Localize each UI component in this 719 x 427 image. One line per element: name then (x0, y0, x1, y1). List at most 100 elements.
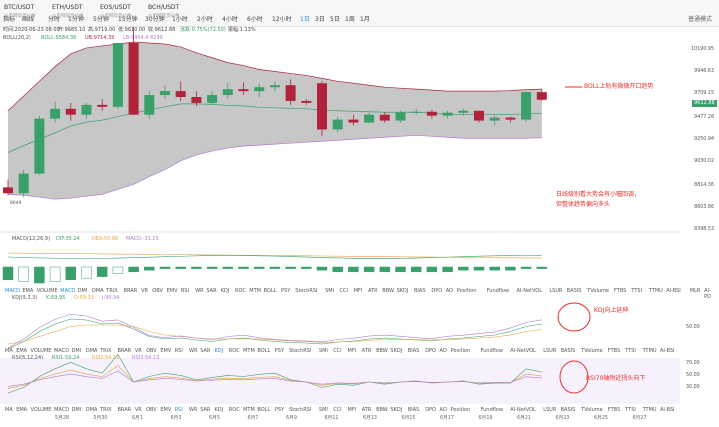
indicator-button-rsi[interactable]: RSI (174, 348, 183, 354)
indicator-button-ttmu[interactable]: TTMU (648, 288, 663, 294)
indicator-button-psy[interactable]: PSY (274, 348, 285, 354)
indicator-button-trix[interactable]: TRIX (100, 348, 112, 354)
indicator-button-cci[interactable]: CCI (333, 407, 342, 413)
indicator-button-roc[interactable]: ROC (235, 288, 246, 294)
indicator-button-ttmu[interactable]: TTMU (642, 407, 657, 413)
indicator-button-dma[interactable]: DMA (85, 348, 98, 354)
indicator-button-basis[interactable]: BASIS (560, 407, 576, 413)
pair-tab-btc[interactable]: BTC/USDT 火币网现货价格 (2, 2, 48, 26)
indicator-button-ma[interactable]: MA (5, 407, 13, 413)
indicator-button-stochrsi[interactable]: StochRSI (295, 288, 318, 294)
tool-5d[interactable]: 5日 (330, 16, 340, 23)
indicator-button-bbw[interactable]: BBW (376, 348, 388, 354)
indicator-button-volume[interactable]: VOLUME (30, 407, 52, 413)
indicator-button-dpo[interactable]: DPO (425, 407, 436, 413)
indicator-button-macd[interactable]: MACD (60, 288, 76, 294)
indicator-button-smi[interactable]: SMI (325, 288, 335, 294)
indicator-button-macd[interactable]: MACD (5, 288, 20, 294)
indicator-button-ao[interactable]: AO (439, 348, 447, 354)
pair-tab-eth[interactable]: ETH/USDT 火币网现货价格 (50, 2, 96, 26)
indicator-button-dma[interactable]: DMA (85, 407, 98, 413)
indicator-button-trix[interactable]: TRIX (100, 407, 112, 413)
tool-1mo[interactable]: 1月 (360, 16, 370, 23)
tool-indicator[interactable]: 指标 (3, 16, 16, 23)
indicator-button-emv[interactable]: EMV (166, 288, 178, 294)
indicator-button-ai-netvol[interactable]: AI-NetVOL (510, 348, 536, 354)
indicator-button-boll[interactable]: BOLL (257, 348, 271, 354)
indicator-button-ai-bsi[interactable]: AI-BSI (666, 288, 681, 294)
indicator-button-cci[interactable]: CCI (339, 288, 348, 294)
indicator-button-skdj[interactable]: SKDJ (390, 407, 403, 413)
indicator-button-mfi[interactable]: MFI (353, 288, 363, 294)
indicator-button-ttsi[interactable]: TTSI (625, 407, 636, 413)
indicator-button-atr[interactable]: ATR (361, 348, 372, 354)
indicator-button-fundflow[interactable]: Fundflow (480, 348, 503, 354)
tool-12h[interactable]: 12小时 (272, 16, 292, 23)
tool-1d[interactable]: 1日 (300, 16, 310, 23)
indicator-button-rsi[interactable]: RSI (180, 288, 190, 294)
indicator-button-ttmu[interactable]: TTMU (642, 348, 657, 354)
indicator-button-basis[interactable]: BASIS (560, 348, 576, 354)
tool-4h[interactable]: 4小时 (222, 16, 238, 23)
indicator-button-obv[interactable]: OBV (152, 288, 163, 294)
indicator-button-psy[interactable]: PSY (281, 288, 291, 294)
indicator-button-volume[interactable]: VOLUME (30, 348, 52, 354)
indicator-button-ema[interactable]: EMA (16, 407, 28, 413)
tool-15m[interactable]: 15分钟 (118, 16, 138, 23)
indicator-button-basis[interactable]: BASIS (566, 288, 582, 294)
indicator-button-roc[interactable]: ROC (228, 348, 240, 354)
indicator-button-smi[interactable]: SMI (318, 407, 328, 413)
indicator-button-rsi[interactable]: RSI (174, 407, 183, 413)
tool-1h[interactable]: 1小时 (172, 16, 188, 23)
indicator-button-atr[interactable]: ATR (361, 407, 372, 413)
tool-draw[interactable]: 画线 (22, 16, 35, 23)
pair-tab-eos[interactable]: EOS/USDT 火币网现货价格 (98, 2, 144, 26)
indicator-button-ttsi[interactable]: TTSI (631, 288, 643, 294)
indicator-button-bbw[interactable]: BBW (376, 407, 388, 413)
indicator-button-ao[interactable]: AO (439, 407, 447, 413)
indicator-button-ai-pd[interactable]: AI-PD (704, 288, 711, 300)
indicator-button-sar[interactable]: SAR (206, 288, 217, 294)
indicator-button-smi[interactable]: SMI (318, 348, 328, 354)
indicator-button-bbw[interactable]: BBW (382, 288, 394, 294)
indicator-button-fundflow[interactable]: Fundflow (480, 407, 503, 413)
indicator-button-ai-bsi[interactable]: AI-BSI (660, 348, 675, 354)
indicator-button-ema[interactable]: EMA (22, 288, 34, 294)
indicator-button-stochrsi[interactable]: StochRSI (289, 348, 312, 354)
indicator-button-skdj[interactable]: SKDJ (390, 348, 403, 354)
indicator-button-lsur[interactable]: LSUR (543, 348, 557, 354)
indicator-button-dmi[interactable]: DMI (71, 348, 82, 354)
indicator-button-obv[interactable]: OBV (146, 348, 157, 354)
indicator-button-ftbs[interactable]: FTBS (607, 407, 621, 413)
tool-30m[interactable]: 30分钟 (145, 16, 165, 23)
indicator-button-ai-bsi[interactable]: AI-BSI (660, 407, 675, 413)
pair-tab-bch[interactable]: BCH/USDT 火币网现货价格 (146, 2, 192, 26)
indicator-button-psy[interactable]: PSY (274, 407, 285, 413)
indicator-button-dpo[interactable]: DPO (425, 348, 436, 354)
mode-select[interactable]: 普通模式 (688, 16, 713, 23)
indicator-button-vr[interactable]: VR (141, 288, 148, 294)
indicator-button-ai-netvol[interactable]: AI-NetVOL (516, 288, 543, 294)
tool-5m[interactable]: 5分钟 (93, 16, 109, 23)
indicator-button-atr[interactable]: ATR (368, 288, 378, 294)
indicator-button-vr[interactable]: VR (134, 407, 142, 413)
indicator-button-bias[interactable]: BIAS (407, 407, 420, 413)
indicator-button-fundflow[interactable]: Fundflow (486, 288, 510, 294)
indicator-button-tvolume[interactable]: TVolume (581, 348, 603, 354)
tool-2h[interactable]: 2小时 (197, 16, 213, 23)
indicator-button-ftbs[interactable]: FTBS (614, 288, 627, 294)
indicator-button-dmi[interactable]: DMI (77, 288, 88, 294)
indicator-button-boll[interactable]: BOLL (263, 288, 277, 294)
indicator-button-boll[interactable]: BOLL (257, 407, 271, 413)
indicator-button-dpo[interactable]: DPO (431, 288, 443, 294)
indicator-button-emv[interactable]: EMV (160, 348, 172, 354)
indicator-button-trix[interactable]: TRIX (106, 288, 118, 294)
indicator-button-bias[interactable]: BIAS (414, 288, 426, 294)
indicator-button-brar[interactable]: BRAR (117, 348, 132, 354)
indicator-button-cci[interactable]: CCI (333, 348, 342, 354)
indicator-button-lsur[interactable]: LSUR (549, 288, 563, 294)
indicator-button-volume[interactable]: VOLUME (36, 288, 58, 294)
indicator-button-stochrsi[interactable]: StochRSI (289, 407, 312, 413)
indicator-button-ttsi[interactable]: TTSI (625, 348, 636, 354)
tool-6h[interactable]: 6小时 (247, 16, 263, 23)
